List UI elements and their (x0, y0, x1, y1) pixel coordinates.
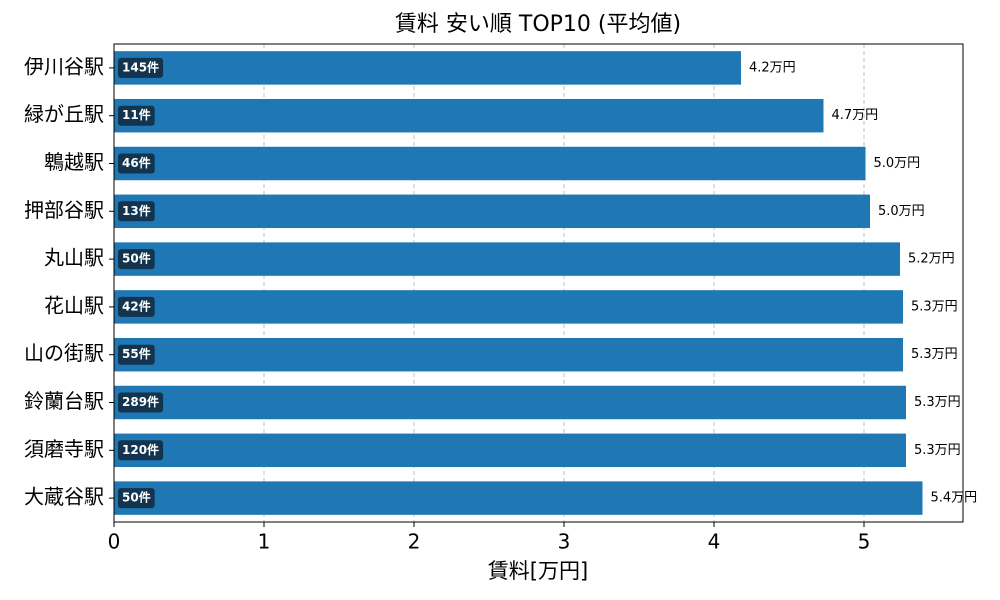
y-tick-label: 鵯越駅 (44, 150, 104, 174)
count-label: 42件 (122, 298, 151, 313)
count-label: 13件 (122, 203, 151, 218)
count-label: 50件 (122, 251, 151, 266)
count-badge (118, 488, 155, 509)
x-tick-label: 0 (108, 530, 121, 554)
count-label: 11件 (122, 107, 151, 122)
value-label: 5.2万円 (908, 252, 955, 267)
y-tick-label: 伊川谷駅 (24, 54, 104, 78)
value-label: 5.0万円 (874, 156, 921, 171)
value-label: 5.3万円 (914, 443, 961, 458)
count-label: 46件 (122, 155, 151, 170)
count-label: 145件 (122, 59, 159, 74)
y-tick-label: 大蔵谷駅 (24, 485, 104, 509)
x-tick-label: 5 (858, 530, 871, 554)
bar (114, 146, 866, 181)
value-label: 4.7万円 (832, 108, 879, 123)
count-badge (118, 440, 164, 461)
bar (114, 290, 903, 324)
value-label: 5.3万円 (911, 347, 958, 362)
value-label: 5.3万円 (911, 299, 958, 314)
count-badge (118, 201, 155, 222)
count-badge (118, 344, 155, 365)
count-badge (118, 57, 164, 78)
count-badge (118, 249, 155, 270)
chart-title: 賃料 安い順 TOP10 (平均値) (395, 12, 681, 37)
count-badge (118, 296, 155, 317)
y-tick-label: 山の街駅 (24, 341, 104, 365)
count-badge (118, 105, 155, 126)
y-tick-label: 丸山駅 (44, 246, 104, 270)
value-label: 4.2万円 (749, 60, 796, 75)
bar (114, 481, 923, 515)
value-label: 5.3万円 (914, 395, 961, 410)
y-tick-label: 緑が丘駅 (24, 102, 104, 126)
y-tick-label: 鈴蘭台駅 (24, 389, 104, 413)
bar (114, 51, 741, 85)
count-badge (118, 153, 155, 174)
x-tick-label: 3 (558, 530, 571, 554)
bar (114, 98, 824, 133)
value-label: 5.4万円 (931, 491, 978, 506)
bar (114, 433, 906, 468)
y-tick-label: 押部谷駅 (24, 198, 104, 222)
plot-frame (113, 43, 964, 523)
value-label: 5.0万円 (878, 204, 925, 219)
count-label: 55件 (122, 346, 151, 361)
bar (114, 194, 870, 229)
y-tick-label: 花山駅 (44, 293, 104, 317)
count-label: 289件 (122, 394, 159, 409)
count-label: 120件 (122, 442, 159, 457)
y-tick-label: 須磨寺駅 (24, 437, 104, 461)
bar (114, 385, 906, 420)
count-label: 50件 (122, 490, 151, 505)
bar (114, 337, 903, 372)
x-axis-label: 賃料[万円] (488, 559, 588, 583)
x-tick-label: 1 (258, 530, 271, 554)
x-tick-label: 2 (408, 530, 421, 554)
x-tick-label: 4 (708, 530, 721, 554)
count-badge (118, 392, 164, 413)
bar (114, 242, 900, 276)
